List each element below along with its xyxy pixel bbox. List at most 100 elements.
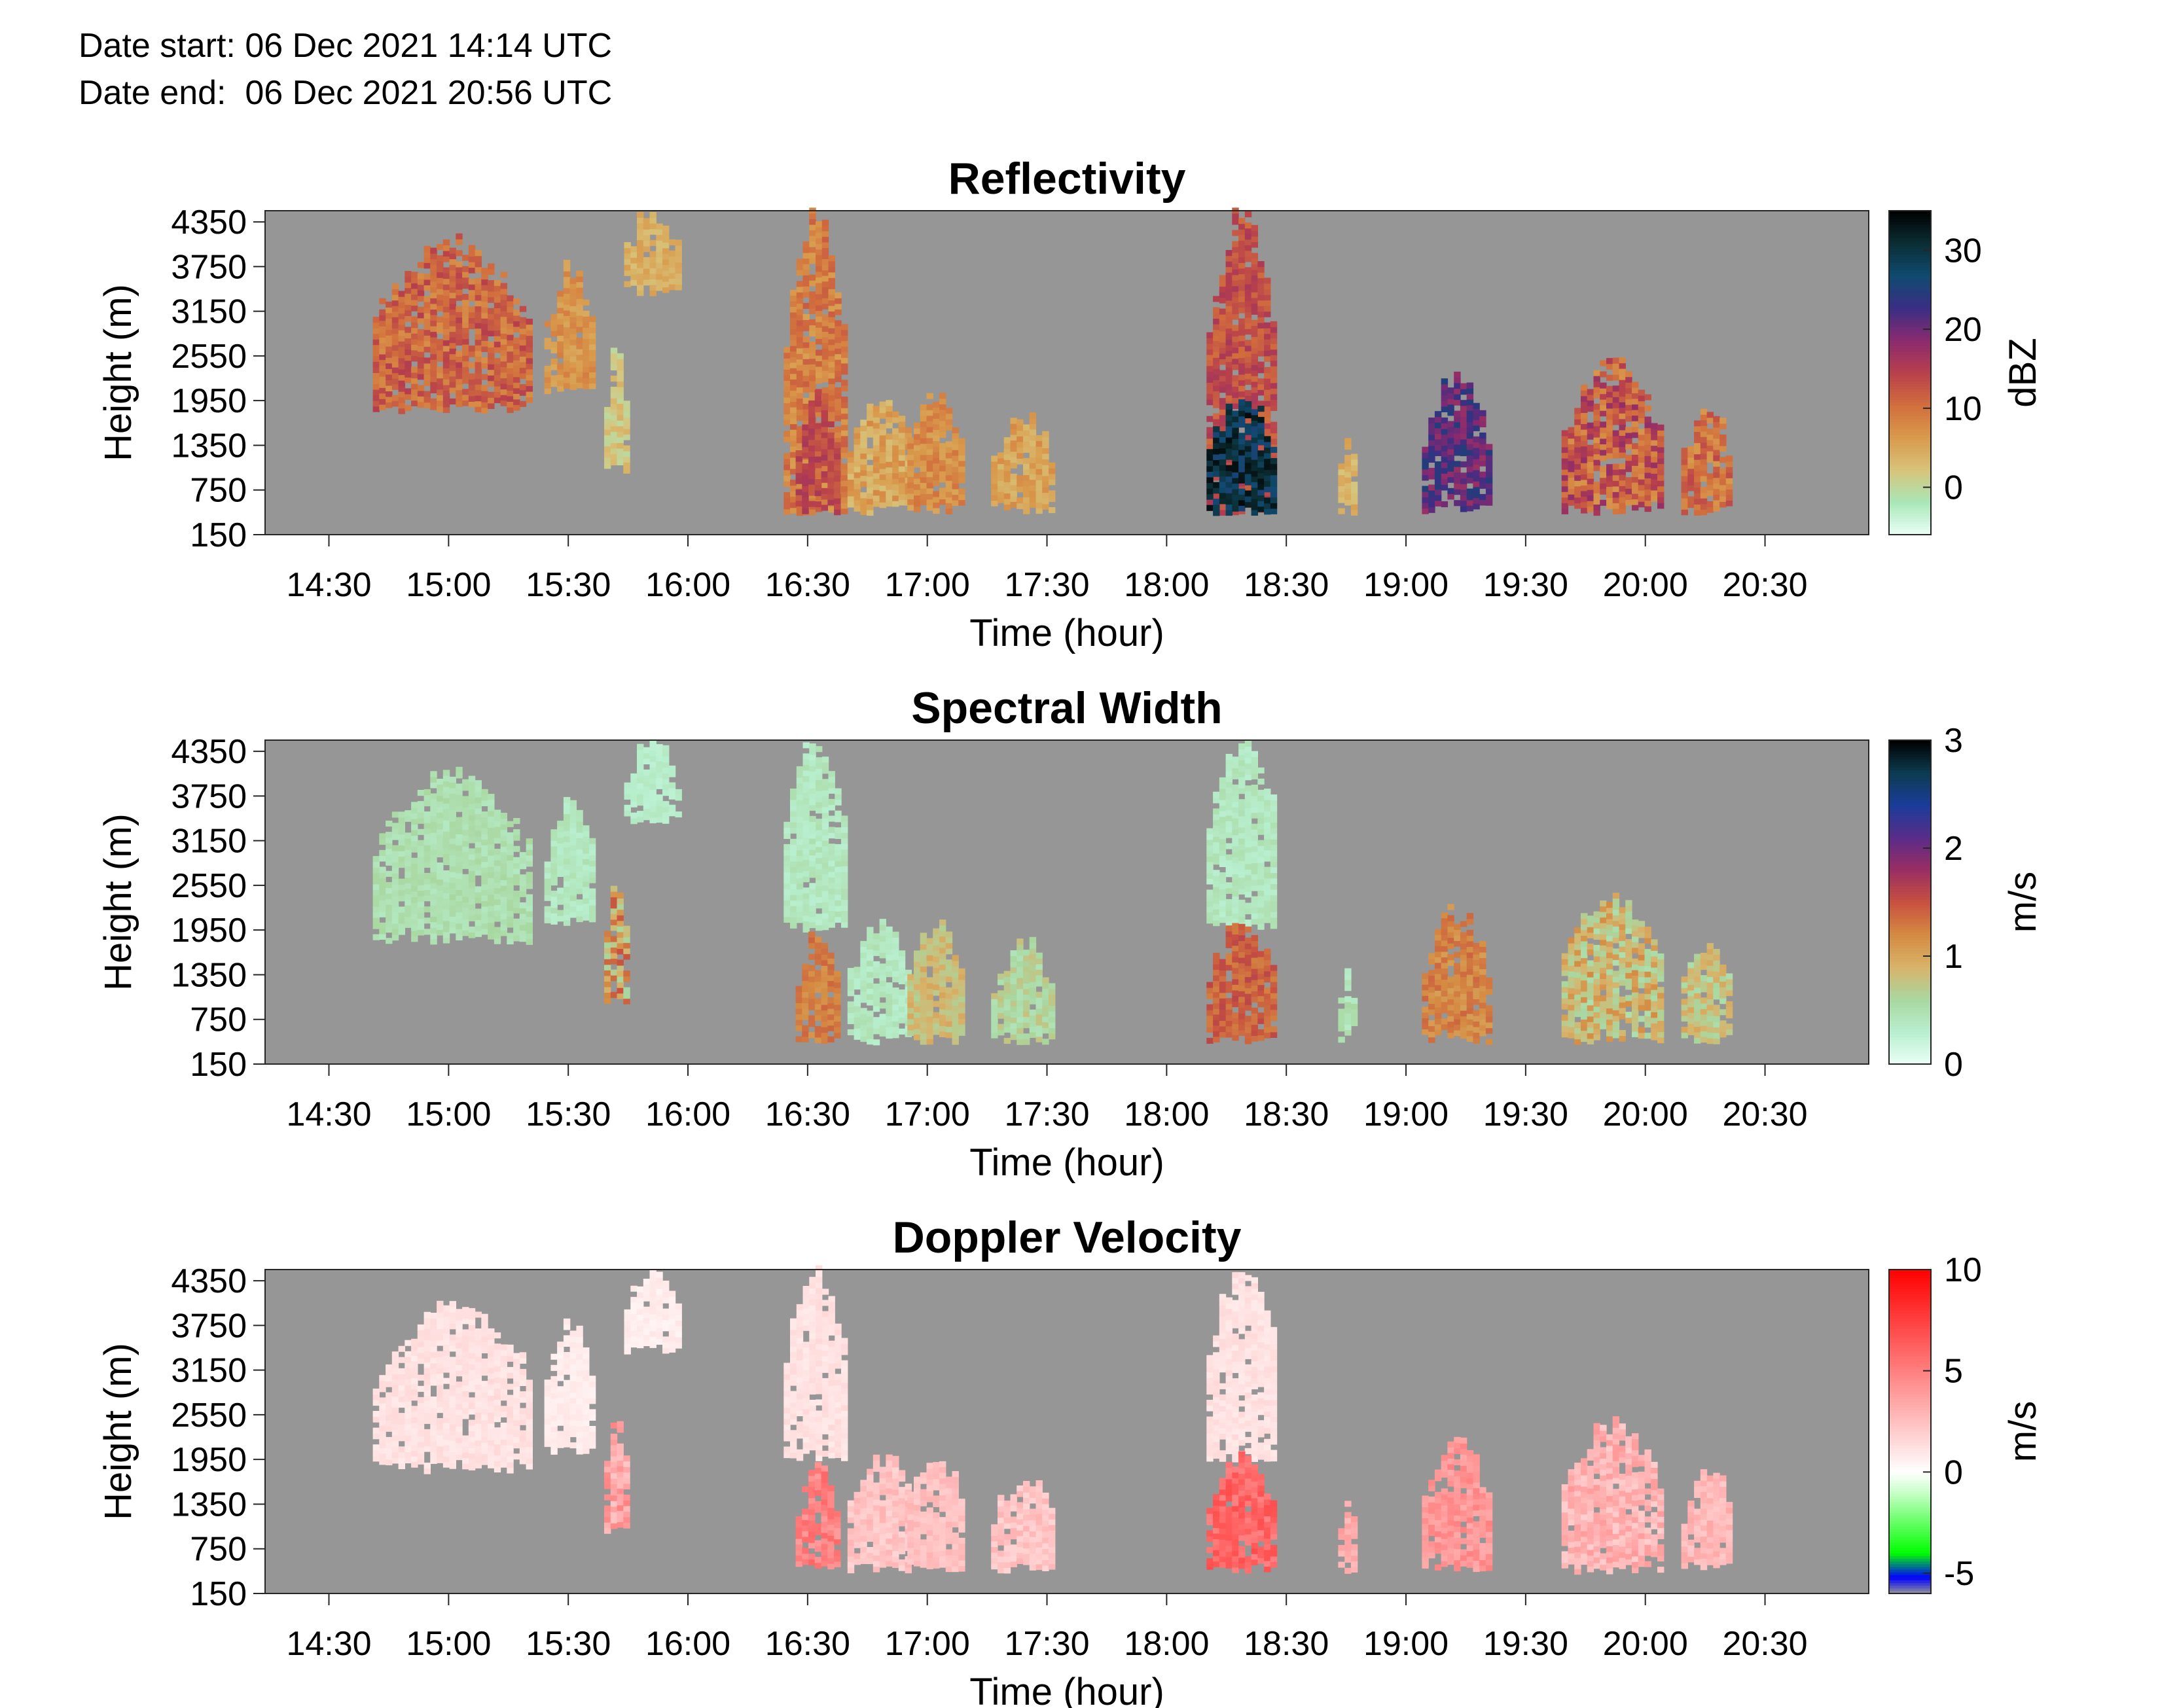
reflectivity-cell-5 (821, 449, 828, 455)
reflectivity-cell-6 (879, 457, 886, 464)
spectral-width-cell-7 (945, 987, 953, 993)
reflectivity-cell-12 (1428, 467, 1435, 474)
reflectivity-cell-9 (1206, 444, 1214, 450)
reflectivity-cell-13 (1644, 427, 1651, 434)
reflectivity-cell-14 (1694, 420, 1701, 427)
reflectivity-cell-4 (841, 435, 848, 442)
reflectivity-cell-0 (423, 346, 431, 353)
reflectivity-cell-9 (1264, 400, 1271, 407)
reflectivity-cell-4 (821, 292, 829, 298)
spectral-width-cell-7 (907, 1029, 914, 1036)
spectral-width-cell-5 (802, 969, 809, 976)
spectral-width-cell-3 (643, 792, 651, 798)
reflectivity-cell-3 (643, 218, 651, 224)
reflectivity-cell-0 (494, 391, 501, 398)
reflectivity-cell-13 (1644, 450, 1651, 456)
spectral-width-cell-0 (462, 857, 469, 864)
spectral-width-cell-0 (488, 861, 495, 867)
reflectivity-cell-7 (945, 491, 953, 498)
reflectivity-cell-4 (816, 349, 823, 356)
spectral-width-cell-0 (494, 882, 501, 889)
reflectivity-cell-7 (933, 407, 940, 414)
spectral-width-cell-0 (442, 870, 450, 877)
reflectivity-colorbar-step (1889, 375, 1931, 379)
reflectivity-cell-0 (386, 346, 393, 353)
spectral-width-cell-0 (462, 801, 469, 808)
reflectivity-cell-12 (1454, 472, 1461, 478)
reflectivity-cell-10 (1232, 500, 1239, 507)
spectral-width-cell-1 (588, 866, 596, 872)
reflectivity-cell-0 (442, 295, 450, 302)
reflectivity-colorbar-step (1889, 394, 1931, 398)
reflectivity-cell-4 (809, 509, 816, 516)
spectral-width-cell-4 (841, 838, 848, 844)
reflectivity-cell-6 (892, 417, 899, 423)
reflectivity-cell-1 (569, 367, 577, 374)
reflectivity-cell-9 (1206, 388, 1214, 395)
reflectivity-cell-1 (563, 310, 571, 316)
reflectivity-colorbar-step (1889, 359, 1931, 363)
reflectivity-cell-8 (1029, 418, 1037, 424)
spectral-width-cell-0 (449, 821, 456, 828)
reflectivity-cell-0 (488, 291, 495, 298)
spectral-width-cell-3 (637, 800, 644, 806)
reflectivity-cell-7 (920, 493, 927, 500)
reflectivity-colorbar-step (1889, 235, 1931, 238)
spectral-width-cell-7 (958, 1024, 965, 1031)
reflectivity-cell-5 (821, 471, 828, 478)
reflectivity-cell-0 (379, 331, 386, 338)
reflectivity-cell-14 (1700, 419, 1708, 426)
spectral-width-cell-8 (1010, 1034, 1017, 1041)
reflectivity-colorbar-step (1889, 402, 1931, 406)
reflectivity-cell-12 (1434, 444, 1442, 451)
spectral-width-cell-0 (430, 883, 437, 889)
spectral-width-cell-5 (814, 953, 822, 959)
spectral-width-cell-1 (563, 892, 571, 898)
reflectivity-cell-12 (1460, 484, 1467, 490)
reflectivity-cell-0 (507, 323, 514, 330)
reflectivity-cell-11 (1338, 469, 1345, 475)
reflectivity-cell-7 (920, 454, 927, 461)
reflectivity-cell-9 (1270, 344, 1278, 350)
reflectivity-cell-6 (879, 474, 886, 480)
reflectivity-cell-13 (1581, 446, 1588, 452)
reflectivity-cell-8 (1023, 446, 1030, 453)
reflectivity-cell-9 (1232, 263, 1239, 270)
reflectivity-cell-1 (544, 366, 551, 372)
reflectivity-cell-10 (1257, 489, 1265, 496)
reflectivity-cell-7 (933, 401, 940, 408)
spectral-width-cell-8 (1023, 994, 1030, 1001)
reflectivity-cell-1 (557, 324, 564, 330)
reflectivity-cell-9 (1225, 339, 1233, 346)
spectral-width-cell-7 (952, 1022, 959, 1028)
spectral-width-cell-5 (814, 1009, 822, 1016)
reflectivity-cell-3 (649, 223, 657, 230)
spectral-width-cell-5 (808, 970, 816, 977)
reflectivity-cell-5 (827, 482, 835, 489)
reflectivity-cell-0 (519, 345, 527, 351)
reflectivity-cell-9 (1213, 329, 1220, 336)
reflectivity-cell-6 (898, 427, 906, 433)
spectral-width-cell-1 (563, 908, 571, 915)
reflectivity-cell-0 (437, 322, 444, 329)
reflectivity-cell-0 (391, 350, 399, 357)
reflectivity-cell-6 (873, 489, 880, 496)
spectral-width-cell-0 (500, 924, 507, 931)
reflectivity-cell-0 (500, 283, 507, 289)
spectral-width-cell-4 (828, 771, 835, 777)
spectral-width-cell-0 (513, 918, 520, 925)
reflectivity-cell-10 (1232, 438, 1239, 445)
reflectivity-cell-13 (1593, 376, 1600, 382)
reflectivity-cell-0 (417, 262, 425, 268)
spectral-width-cell-3 (668, 765, 676, 772)
reflectivity-cell-13 (1651, 440, 1658, 446)
reflectivity-cell-9 (1232, 375, 1239, 382)
reflectivity-cell-10 (1225, 493, 1233, 499)
reflectivity-cell-9 (1225, 300, 1233, 306)
spectral-width-cell-0 (507, 832, 514, 838)
spectral-width-cell-6 (847, 968, 855, 974)
spectral-width-cell-9 (1206, 845, 1214, 851)
reflectivity-cell-9 (1219, 370, 1227, 376)
spectral-width-cell-4 (816, 914, 823, 920)
reflectivity-cell-7 (933, 508, 940, 514)
